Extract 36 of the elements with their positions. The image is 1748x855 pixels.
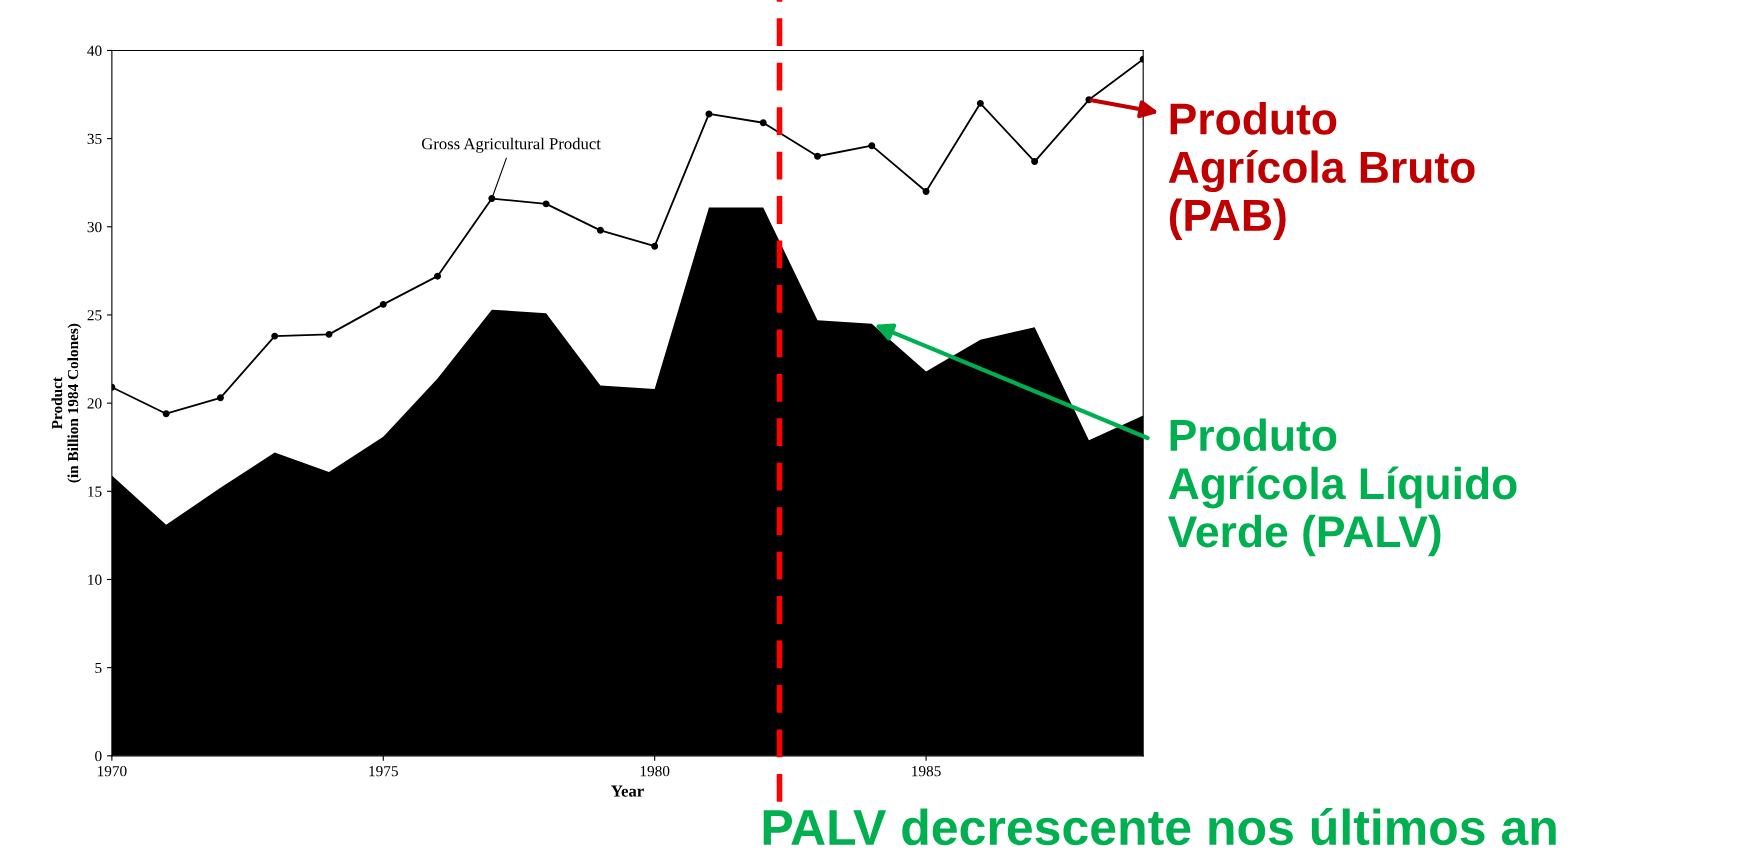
annotation: Gross Agricultural Product — [421, 137, 601, 153]
y-axis-title: Product (in Billion 1984 Colones) — [51, 323, 82, 483]
y-tick-label: 0 — [95, 750, 102, 762]
point — [434, 272, 442, 280]
point — [759, 119, 767, 127]
y-tick-label: 5 — [95, 662, 102, 674]
point — [651, 242, 659, 250]
point — [922, 188, 930, 195]
annotation: Produto Agrícola Líquido Verde (PALV) — [1167, 418, 1517, 557]
annotation: Produto Agrícola Bruto (PAB) — [1168, 102, 1475, 240]
point — [488, 195, 496, 203]
point — [379, 300, 387, 308]
y-tick-label: 40 — [87, 45, 102, 56]
point — [162, 410, 170, 418]
y-tick-label: 20 — [87, 398, 102, 409]
y-tick-label: 35 — [87, 133, 102, 145]
x-axis-title: Year — [611, 785, 644, 797]
y-tick-label: 15 — [88, 486, 102, 497]
y-tick-label: 10 — [88, 574, 102, 585]
point — [542, 200, 550, 208]
point — [705, 110, 713, 118]
point — [976, 99, 984, 107]
point — [1031, 158, 1039, 166]
x-tick-label: 1985 — [912, 765, 941, 777]
text: PALV decrescente nos últimos an — [763, 808, 1556, 846]
point — [868, 142, 876, 150]
x-tick-label: 1980 — [640, 765, 670, 777]
point — [271, 332, 279, 340]
x-tick-label: 1970 — [97, 765, 127, 777]
point — [814, 152, 821, 160]
x-tick-label: 1975 — [369, 766, 398, 777]
point — [325, 330, 333, 338]
y-tick-label: 30 — [87, 221, 102, 233]
y-tick-label: 25 — [87, 310, 102, 321]
point — [216, 394, 224, 402]
point — [596, 226, 604, 234]
